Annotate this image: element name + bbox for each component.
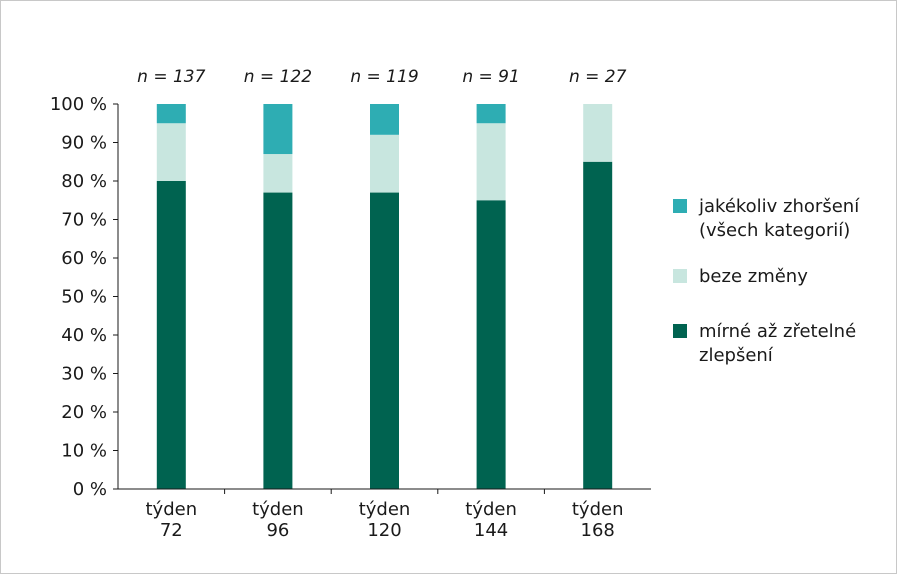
legend: jakékoliv zhoršení (všech kategorií) beze … [673, 196, 860, 366]
y-tick-label: 60 % [61, 248, 107, 269]
x-tick-label: týden 96 [252, 499, 304, 541]
labels-group: 0 % 10 % 20 % 30 % 40 % 50 % 60 % 70 % 80 % 90 % 1… [50, 67, 627, 541]
bar-segment-s2-c2 [370, 104, 399, 135]
bar-segment-s2-c3 [476, 104, 506, 124]
y-tick-label: 10 % [61, 441, 107, 462]
legend-label: mírné až zřetelné zlepšení [699, 321, 856, 366]
sample-size-label: n = 122 [244, 67, 312, 87]
axes-group [113, 103, 651, 494]
sample-size-label: n = 137 [137, 67, 205, 87]
bars-group [156, 104, 613, 490]
sample-size-label: n = 91 [462, 67, 519, 87]
y-tick-label: 50 % [61, 287, 107, 308]
y-tick-label: 40 % [61, 325, 107, 346]
y-tick-label: 20 % [61, 402, 107, 423]
x-tick-label: týden 144 [465, 499, 517, 541]
bar-segment-s1-c0 [156, 123, 186, 181]
bar-segment-s1-c2 [370, 134, 399, 193]
bar-segment-s2-c1 [263, 104, 293, 155]
x-tick-label: týden 120 [359, 499, 411, 541]
y-tick-label: 100 % [50, 94, 107, 115]
legend-swatch [673, 199, 687, 213]
bar-segment-s0-c4 [583, 161, 613, 489]
y-tick-label: 80 % [61, 171, 107, 192]
legend-label: jakékoliv zhoršení (všech kategorií) [698, 196, 860, 241]
legend-swatch [673, 269, 687, 283]
bar-segment-s0-c1 [263, 192, 293, 490]
bar-segment-s0-c2 [370, 192, 399, 490]
legend-label: beze změny [699, 266, 808, 287]
bar-segment-s1-c4 [583, 104, 613, 162]
bar-segment-s0-c3 [476, 200, 506, 489]
bar-segment-s2-c0 [156, 104, 186, 124]
legend-swatch [673, 324, 687, 338]
sample-size-label: n = 27 [569, 67, 627, 87]
y-tick-label: 0 % [73, 479, 107, 500]
bar-segment-s1-c3 [476, 123, 506, 201]
bar-segment-s0-c0 [156, 181, 186, 489]
y-tick-label: 30 % [61, 364, 107, 385]
y-tick-label: 90 % [61, 133, 107, 154]
x-tick-label: týden 168 [572, 499, 624, 541]
y-tick-label: 70 % [61, 210, 107, 231]
sample-size-label: n = 119 [350, 67, 418, 87]
bar-segment-s1-c1 [263, 154, 293, 193]
x-tick-label: týden 72 [145, 499, 197, 541]
